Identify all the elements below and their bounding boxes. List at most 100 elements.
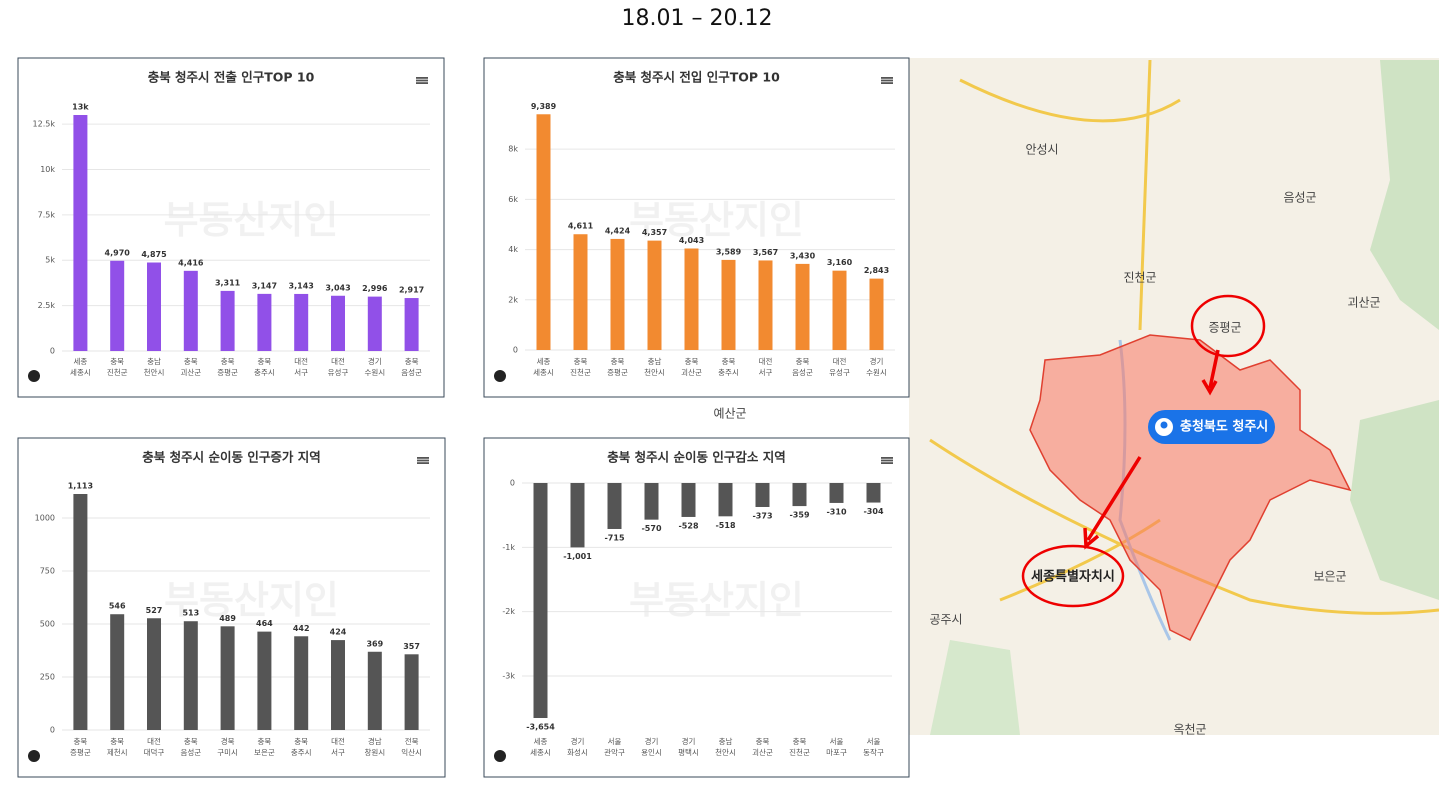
value-label: 369 xyxy=(366,639,383,648)
x-tick-label: 충북 xyxy=(756,737,770,746)
menu-icon xyxy=(881,79,893,82)
x-tick-label: 관악구 xyxy=(604,747,625,757)
bar xyxy=(869,278,884,350)
bar xyxy=(257,631,272,730)
x-tick-label: 대전 xyxy=(759,356,773,366)
map-label: 증평군 xyxy=(1208,321,1241,335)
chart-title: 충북 청주시 전출 인구TOP 10 xyxy=(148,70,315,85)
map-label: 옥천군 xyxy=(1173,722,1206,737)
bar xyxy=(832,270,847,350)
y-tick-label: 0 xyxy=(513,346,518,355)
highlight-circle xyxy=(1021,544,1125,608)
chart: 충북 청주시 전출 인구TOP 10 부동산지인 0 2.5k 5k 7.5k 10k 12.… xyxy=(17,57,445,398)
x-tick-label: 괴산군 xyxy=(681,367,702,377)
chart-title: 충북 청주시 전입 인구TOP 10 xyxy=(613,70,780,85)
value-label: -304 xyxy=(863,507,883,516)
x-tick-label: 충북 xyxy=(184,737,198,746)
bar xyxy=(147,618,161,730)
y-tick-label: 6k xyxy=(508,195,518,204)
value-label: 4,357 xyxy=(642,228,667,237)
x-tick-label: 진천군 xyxy=(107,367,128,377)
value-label: 3,311 xyxy=(215,278,241,287)
menu-icon xyxy=(881,459,893,462)
x-tick-label: 충남 xyxy=(648,357,662,366)
x-tick-label: 충북 xyxy=(110,737,124,746)
map-forest xyxy=(1350,400,1439,600)
bar xyxy=(573,234,588,350)
x-tick-label: 창원시 xyxy=(364,748,385,757)
bar xyxy=(758,260,773,350)
x-tick-label: 진천군 xyxy=(570,367,591,377)
bar xyxy=(367,296,382,351)
x-tick-label: 대전 xyxy=(294,356,308,366)
x-tick-label: 충북 xyxy=(793,737,807,746)
logo xyxy=(494,370,506,382)
arrow xyxy=(1083,456,1142,550)
bar xyxy=(536,114,551,350)
bar xyxy=(110,260,125,351)
map-label: 안성시 xyxy=(1025,143,1058,157)
x-tick-label: 충북 xyxy=(110,357,124,366)
x-tick-label: 유성구 xyxy=(328,368,349,377)
x-tick-label: 충북 xyxy=(611,357,625,366)
y-tick-label: 12.5k xyxy=(33,120,56,129)
value-label: 3,430 xyxy=(790,251,816,260)
x-tick-label: 서구 xyxy=(759,368,773,377)
map-forest xyxy=(1370,60,1439,330)
y-tick-label: 0 xyxy=(510,479,515,488)
x-tick-label: 보은군 xyxy=(254,748,275,757)
value-label: 513 xyxy=(182,609,199,618)
value-label: 3,147 xyxy=(252,281,277,290)
map-label: 괴산군 xyxy=(1347,296,1380,310)
value-label: 464 xyxy=(256,619,273,628)
x-tick-label: 음성군 xyxy=(180,748,201,757)
x-tick-label: 마포구 xyxy=(826,748,847,757)
x-tick-label: 대전 xyxy=(331,356,345,366)
menu-icon xyxy=(416,77,428,79)
bar xyxy=(795,263,810,350)
x-tick-label: 천안시 xyxy=(644,367,665,377)
value-label: 442 xyxy=(293,624,310,633)
y-tick-label: 0 xyxy=(50,347,55,356)
map-label: 공주시 xyxy=(929,613,962,627)
x-tick-label: 전북 xyxy=(405,736,419,746)
y-tick-label: 250 xyxy=(40,672,55,681)
x-tick-label: 유성구 xyxy=(829,368,850,377)
menu-icon xyxy=(881,462,893,464)
y-tick-label: 5k xyxy=(45,256,55,265)
bar xyxy=(183,621,198,730)
x-tick-label: 충북 xyxy=(796,357,810,366)
x-tick-label: 충북 xyxy=(73,737,87,746)
y-tick-label: -3k xyxy=(502,671,515,680)
x-tick-label: 경북 xyxy=(221,736,235,746)
value-label: -518 xyxy=(715,521,735,530)
y-tick-label: -1k xyxy=(502,543,515,552)
bar xyxy=(73,494,88,730)
bar xyxy=(610,238,625,350)
pin-label: 충청북도 청주시 xyxy=(1180,419,1268,435)
x-tick-label: 충북 xyxy=(257,357,271,366)
value-label: -359 xyxy=(789,511,809,520)
x-tick-label: 증평군 xyxy=(607,367,628,377)
map-label: 음성군 xyxy=(1283,191,1316,205)
bar xyxy=(718,483,733,517)
map-label: 예산군 xyxy=(713,407,746,421)
x-tick-label: 진천군 xyxy=(789,747,810,757)
y-tick-label: 8k xyxy=(508,145,518,154)
bar xyxy=(73,115,88,351)
x-tick-label: 충북 xyxy=(257,737,271,746)
x-tick-label: 천안시 xyxy=(715,747,736,757)
x-tick-label: 경기 xyxy=(571,736,585,746)
x-tick-label: 충주시 xyxy=(718,368,739,377)
x-tick-label: 충주시 xyxy=(254,368,275,377)
watermark: 부동산지인 xyxy=(629,198,804,242)
x-tick-label: 세종시 xyxy=(533,368,554,377)
x-tick-label: 충남 xyxy=(719,737,733,746)
x-tick-label: 경기 xyxy=(682,736,696,746)
watermark: 부동산지인 xyxy=(164,198,339,242)
y-tick-label: 2k xyxy=(508,295,518,304)
x-tick-label: 괴산군 xyxy=(180,367,201,377)
x-tick-label: 익산시 xyxy=(401,747,422,757)
value-label: 3,589 xyxy=(716,247,742,256)
